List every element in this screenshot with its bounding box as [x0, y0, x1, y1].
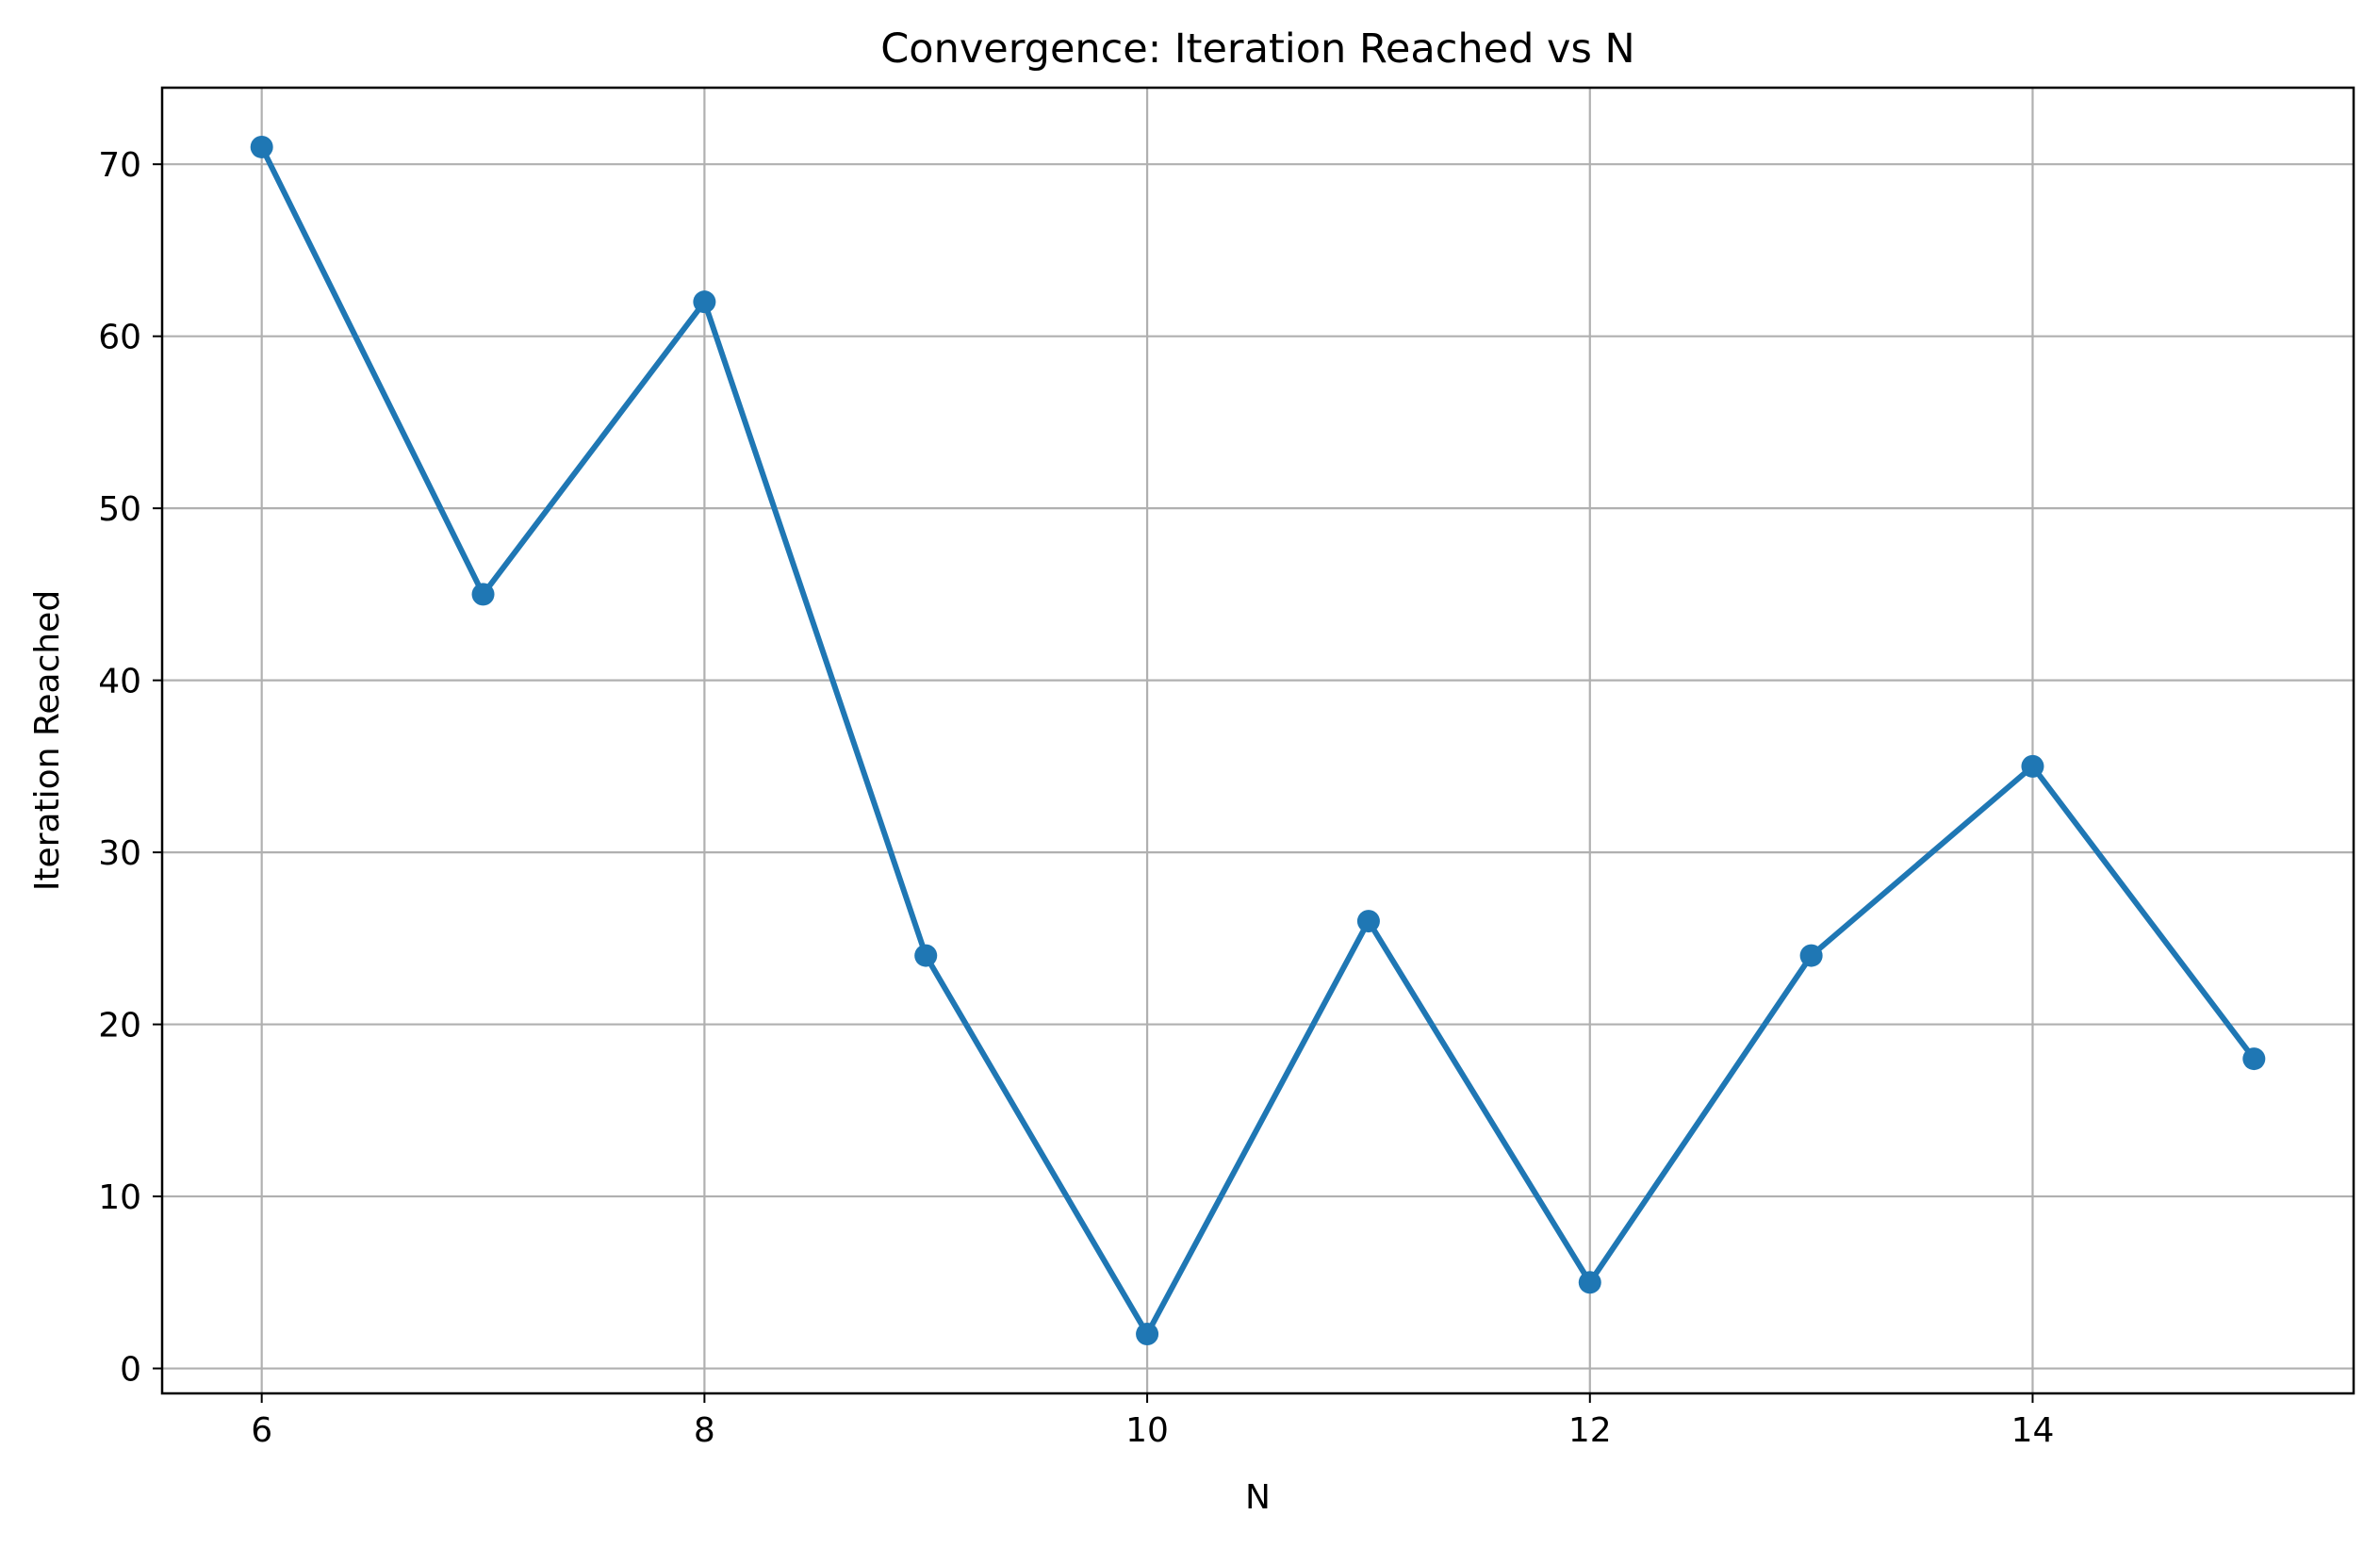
- data-point: [2242, 1047, 2266, 1071]
- x-tick-label: 10: [1125, 1411, 1169, 1450]
- x-tick-label: 6: [251, 1411, 272, 1450]
- data-point: [471, 583, 495, 606]
- y-tick-label: 50: [98, 490, 141, 529]
- y-tick-label: 60: [98, 319, 141, 357]
- series-layer: [250, 135, 2266, 1346]
- x-tick-label: 12: [1568, 1411, 1612, 1450]
- data-point: [1136, 1323, 1159, 1346]
- grid-lines: [162, 88, 2354, 1393]
- data-point: [914, 944, 938, 967]
- y-tick-label: 70: [98, 146, 141, 185]
- y-tick-label: 30: [98, 834, 141, 873]
- data-point: [1578, 1271, 1601, 1294]
- data-point: [693, 290, 716, 314]
- x-tick-label: 8: [694, 1411, 715, 1450]
- data-point: [250, 135, 273, 158]
- data-point: [1799, 944, 1823, 967]
- y-tick-label: 10: [98, 1178, 141, 1217]
- y-tick-label: 20: [98, 1007, 141, 1046]
- x-tick-label: 14: [2011, 1411, 2055, 1450]
- y-axis-label: Iteration Reached: [28, 590, 67, 891]
- series-line: [258, 143, 2257, 1338]
- data-point: [1356, 910, 1380, 933]
- plot-area-frame: [160, 86, 2355, 1395]
- x-axis-label: N: [1245, 1478, 1271, 1517]
- y-tick-label: 40: [98, 663, 141, 701]
- data-point: [2021, 754, 2044, 778]
- axis-ticks: 6 8 10 12 14 0 10 20 30 40 50 60 70: [98, 146, 2054, 1450]
- y-tick-label: 0: [120, 1351, 141, 1390]
- chart-title: Convergence: Iteration Reached vs N: [880, 25, 1634, 73]
